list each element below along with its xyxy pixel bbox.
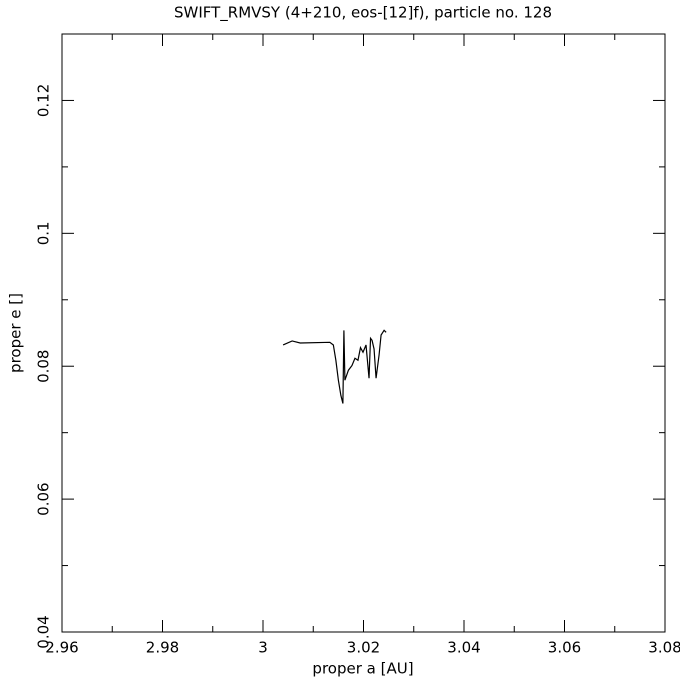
x-tick-label: 3.06 [548,639,581,657]
y-tick-label: 0.08 [35,350,53,383]
y-tick-label: 0.06 [35,482,53,515]
x-tick-label: 3.04 [447,639,480,657]
x-tick-label: 3.02 [347,639,380,657]
y-tick-label: 0.1 [35,221,53,245]
x-tick-label: 3 [258,639,268,657]
x-axis-label: proper a [AU] [312,660,413,678]
x-tick-label: 2.96 [45,639,78,657]
y-tick-label: 0.12 [35,84,53,117]
x-tick-label: 3.08 [648,639,680,657]
x-tick-label: 2.98 [146,639,179,657]
y-tick-label: 0.04 [35,615,53,648]
data-line [282,329,387,404]
chart-title: SWIFT_RMVSY (4+210, eos-[12]f), particle… [174,4,552,23]
y-axis-label: proper e [] [7,293,25,373]
